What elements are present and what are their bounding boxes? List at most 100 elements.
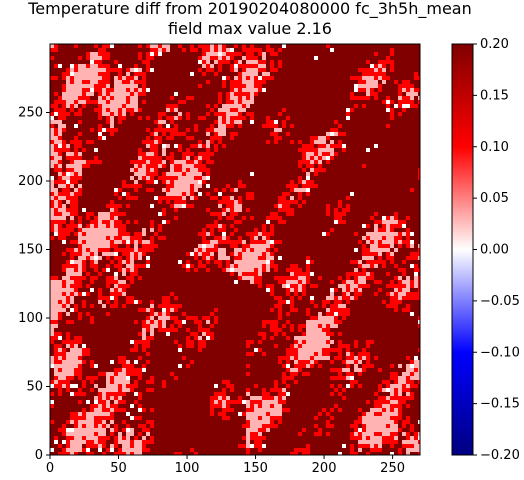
heatmap-cell (190, 192, 194, 196)
heatmap-cell (418, 76, 420, 80)
heatmap-cell (146, 156, 150, 160)
heatmap-cell (250, 172, 254, 176)
heatmap-cell (382, 244, 386, 248)
heatmap-cell (246, 432, 250, 436)
heatmap-cell (130, 448, 134, 452)
heatmap-cell (182, 160, 186, 164)
heatmap-cell (418, 368, 420, 372)
heatmap-cell (310, 328, 314, 332)
heatmap-cell (402, 88, 406, 92)
heatmap-cell (374, 252, 378, 256)
heatmap-cell (166, 308, 170, 312)
heatmap-cell (278, 280, 282, 284)
heatmap-cell (50, 360, 54, 364)
heatmap-cell (406, 436, 410, 440)
y-tick-label: 150 (18, 243, 43, 258)
heatmap-cell (406, 88, 410, 92)
heatmap-cell (106, 68, 110, 72)
heatmap-cell (334, 152, 338, 156)
heatmap-cell (318, 140, 322, 144)
heatmap-cell (66, 212, 70, 216)
heatmap-cell (114, 280, 118, 284)
heatmap-cell (366, 400, 370, 404)
heatmap-cell (86, 140, 90, 144)
heatmap-cell (78, 264, 82, 268)
heatmap-cell (418, 316, 420, 320)
heatmap-cell (242, 64, 246, 68)
heatmap-cell (78, 232, 82, 236)
heatmap-cell (286, 336, 290, 340)
y-tick-label: 200 (18, 174, 43, 189)
heatmap-cell (74, 172, 78, 176)
heatmap-cell (66, 88, 70, 92)
heatmap-cell (110, 392, 114, 396)
heatmap-cell (250, 436, 254, 440)
heatmap-cell (74, 92, 78, 96)
heatmap-cell (226, 400, 230, 404)
heatmap-cell (70, 220, 74, 224)
heatmap-cell (150, 424, 154, 428)
heatmap-cell (262, 396, 266, 400)
heatmap-cell (50, 176, 54, 180)
heatmap-cell (378, 368, 382, 372)
heatmap-cell (82, 408, 86, 412)
heatmap-cell (118, 360, 122, 364)
heatmap-cell (210, 332, 214, 336)
heatmap-cell (402, 96, 406, 100)
heatmap-cell (326, 156, 330, 160)
heatmap-cell (322, 152, 326, 156)
heatmap-cell (318, 332, 322, 336)
heatmap-cell (410, 188, 414, 192)
heatmap-cell (190, 168, 194, 172)
heatmap-cell (294, 348, 298, 352)
heatmap-cell (254, 408, 258, 412)
heatmap-cell (106, 268, 110, 272)
heatmap-cell (70, 308, 74, 312)
heatmap-cell (270, 412, 274, 416)
heatmap-cell (358, 408, 362, 412)
heatmap-cell (110, 420, 114, 424)
heatmap-cell (406, 356, 410, 360)
heatmap-cell (246, 412, 250, 416)
heatmap-cell (198, 164, 202, 168)
heatmap-cell (118, 96, 122, 100)
heatmap-cell (246, 96, 250, 100)
heatmap-cell (62, 232, 66, 236)
heatmap-cell (90, 316, 94, 320)
heatmap-cell (314, 160, 318, 164)
heatmap-cell (254, 444, 258, 448)
heatmap-cell (410, 92, 414, 96)
heatmap-cell (150, 52, 154, 56)
heatmap-cell (102, 68, 106, 72)
heatmap-cell (414, 92, 418, 96)
heatmap-cell (122, 284, 126, 288)
heatmap-cell (394, 436, 398, 440)
heatmap-cell (398, 104, 402, 108)
heatmap-cell (198, 140, 202, 144)
heatmap-cell (278, 256, 282, 260)
heatmap-cell (102, 392, 106, 396)
heatmap-cell (398, 404, 402, 408)
heatmap-cell (350, 296, 354, 300)
heatmap-cell (310, 160, 314, 164)
heatmap-cell (54, 324, 58, 328)
heatmap-cell (418, 100, 420, 104)
heatmap-cell (186, 316, 190, 320)
heatmap-cell (66, 176, 70, 180)
heatmap-cell (322, 332, 326, 336)
heatmap-cell (130, 444, 134, 448)
heatmap-cell (70, 168, 74, 172)
heatmap-cell (58, 348, 62, 352)
heatmap-cell (354, 344, 358, 348)
heatmap-cell (206, 112, 210, 116)
heatmap-cell (66, 312, 70, 316)
heatmap-cell (158, 160, 162, 164)
heatmap-cell (86, 88, 90, 92)
heatmap-cell (94, 444, 98, 448)
heatmap-cell (138, 240, 142, 244)
heatmap-cell (318, 324, 322, 328)
heatmap-cell (378, 68, 382, 72)
heatmap-cell (134, 236, 138, 240)
heatmap-cell (58, 212, 62, 216)
heatmap-cell (178, 100, 182, 104)
